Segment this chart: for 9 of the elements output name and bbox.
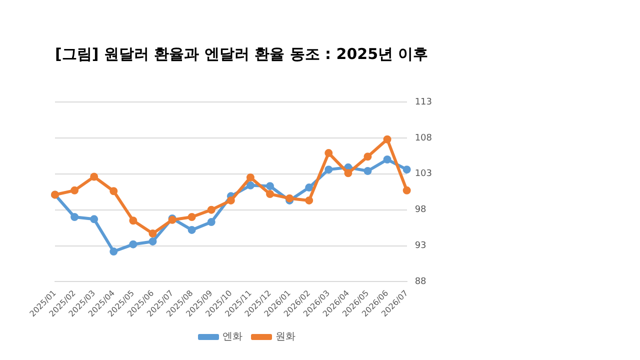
y-tick-label: 93 <box>414 241 426 252</box>
y-tick-label: 113 <box>414 97 432 108</box>
y-tick-label: 108 <box>414 133 432 144</box>
chart-title: [그림] 원달러 환율과 엔달러 환율 동조 : 2025년 이후 <box>55 44 428 63</box>
legend-label: 원화 <box>276 332 296 343</box>
y-tick-label: 88 <box>414 277 427 288</box>
legend-label: 엔화 <box>222 332 242 343</box>
y-tick-label: 98 <box>414 205 427 216</box>
y-tick-label: 103 <box>414 169 432 180</box>
